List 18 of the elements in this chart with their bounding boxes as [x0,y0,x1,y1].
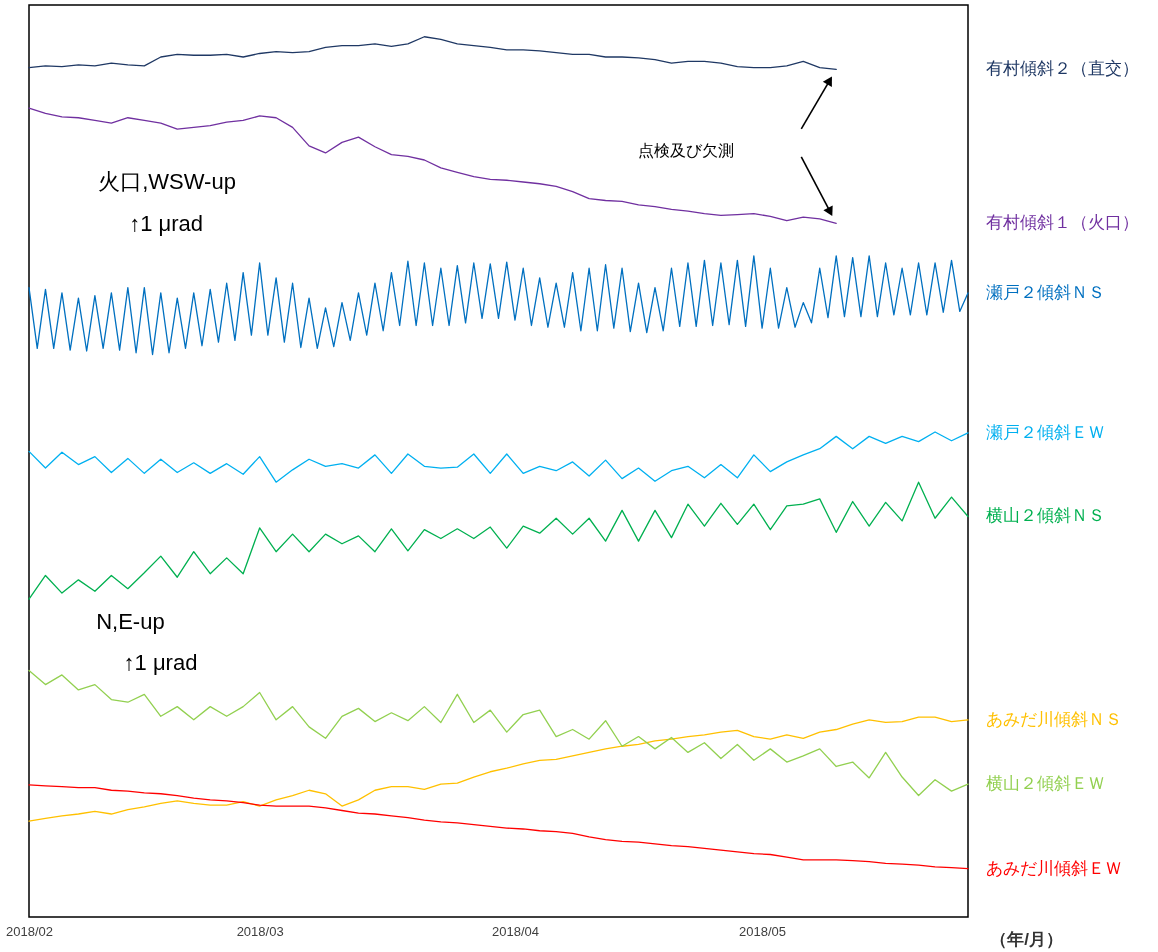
series-label: 横山２傾斜ＮＳ [986,506,1105,526]
text: 有村傾斜２（直交） [986,59,1139,79]
annotation: 点検及び欠測 [638,141,735,159]
x-axis-title: （年/月） [990,929,1063,949]
series-label: 瀬戸２傾斜ＮＳ [986,282,1105,302]
series-label: あみだ川傾斜ＮＳ [986,709,1122,729]
series-label: 横山２傾斜ＥＷ [986,774,1105,794]
series-label: あみだ川傾斜ＥＷ [986,858,1122,878]
annotation: ↑1 μrad [129,210,204,236]
annotation: N,E-up [96,609,165,635]
x-tick-label: 2018/02 [6,923,53,939]
x-tick-label: 2018/04 [491,923,539,939]
annotation: ↑1 μrad [123,649,198,675]
series-label: 瀬戸２傾斜ＥＷ [986,422,1105,442]
annotation: 火口,WSW-up [98,168,236,194]
text: 有村傾斜１（火口） [986,213,1139,233]
x-tick-label: 2018/03 [236,923,284,939]
x-tick-label: 2018/05 [739,923,787,939]
